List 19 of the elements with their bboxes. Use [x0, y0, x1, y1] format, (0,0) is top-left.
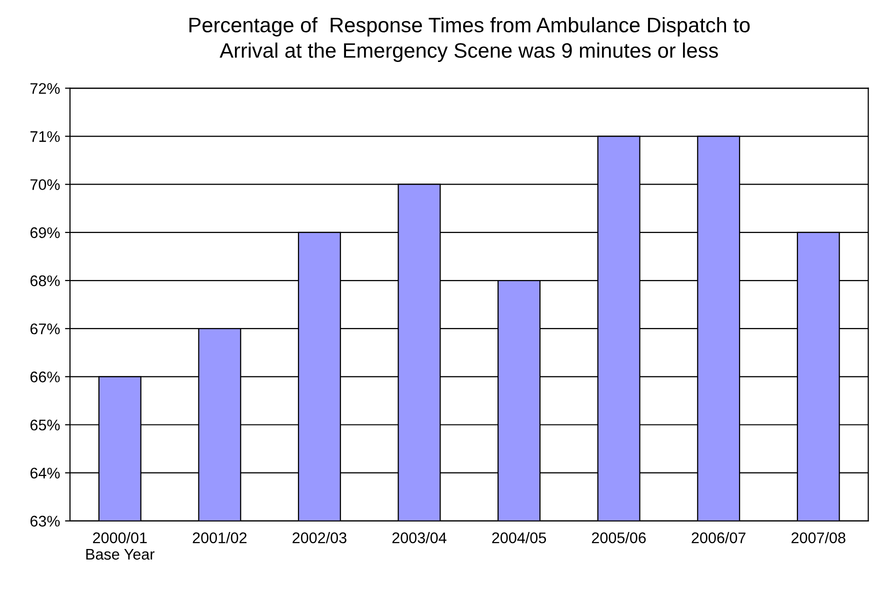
y-tick-label: 69%	[30, 227, 60, 238]
x-tick-label: 2001/02	[192, 532, 247, 544]
y-tick-label: 67%	[30, 323, 60, 334]
y-tick-label: 63%	[30, 516, 60, 527]
x-tick-label: 2000/01 Base Year	[86, 532, 154, 560]
x-tick-label: 2006/07	[692, 532, 746, 544]
y-tick-label: 64%	[30, 468, 60, 479]
x-tick-label: 2003/04	[392, 532, 446, 544]
y-tick-label: 65%	[30, 420, 60, 430]
y-tick-label: 66%	[30, 372, 60, 382]
chart-title: Percentage of Response Times from Ambulance Dispatch to Arrival at the Emergency Scene was 9 minutes or less	[189, 17, 750, 62]
x-tick-label: 2005/06	[592, 532, 646, 544]
x-tick-label: 2002/03	[292, 532, 346, 544]
y-tick-label: 68%	[30, 275, 60, 286]
x-tick-label: 2004/05	[492, 532, 546, 544]
y-tick-label: 72%	[30, 83, 60, 94]
y-tick-label: 70%	[30, 179, 60, 190]
y-tick-label: 71%	[30, 131, 60, 142]
x-tick-label: 2007/08	[792, 532, 846, 544]
